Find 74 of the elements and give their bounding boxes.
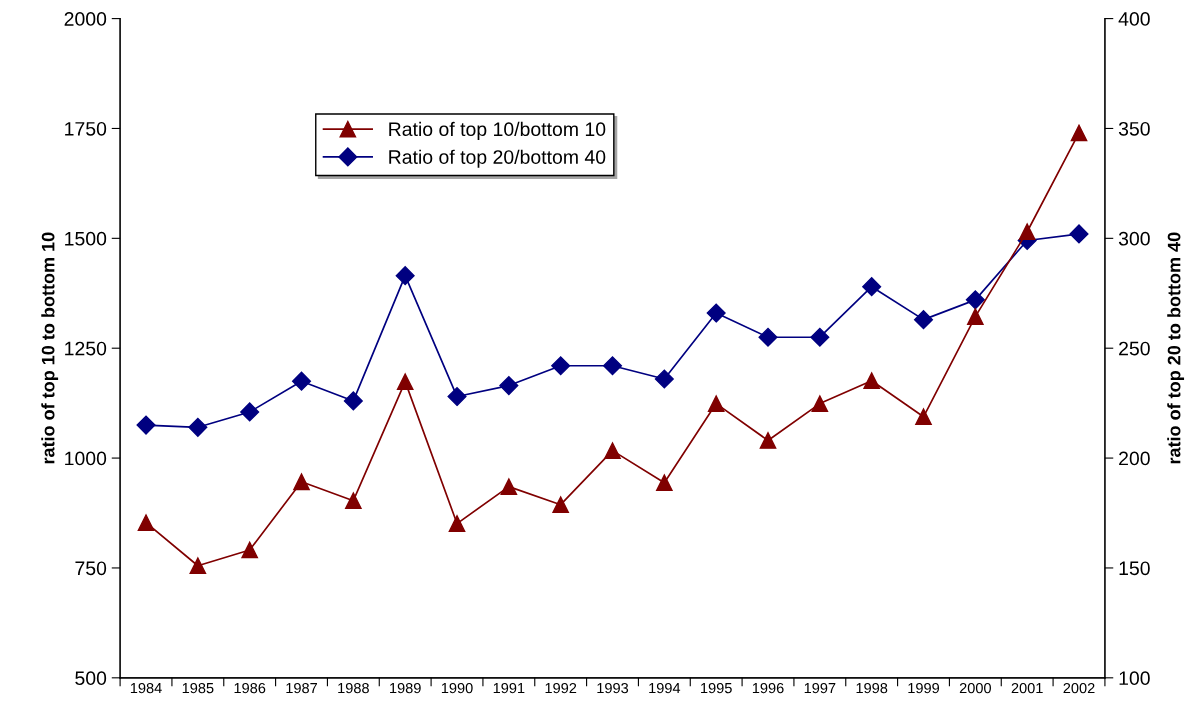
point (654, 369, 674, 389)
point (447, 387, 467, 407)
y2-tick-label: 200 (1119, 451, 1150, 466)
point (343, 391, 363, 411)
x-tick-label: 1995 (701, 682, 732, 694)
point (499, 376, 519, 396)
x-tick-label: 1990 (441, 682, 473, 694)
point (602, 356, 623, 376)
point (448, 515, 466, 532)
x-tick-label: 1984 (130, 682, 162, 694)
point (965, 290, 985, 310)
x-tick-label: 2000 (959, 682, 991, 694)
point (706, 303, 726, 323)
point (1070, 124, 1088, 142)
x-tick-label: 1999 (908, 682, 940, 694)
point (396, 373, 414, 390)
x-tick-label: 2002 (1063, 682, 1095, 694)
legend-label: Ratio of top 20/bottom 40 (389, 149, 606, 168)
point (656, 474, 673, 492)
y-tick-label: 1250 (65, 341, 107, 356)
y-tick-label: 1750 (65, 121, 107, 136)
point (189, 557, 207, 575)
y2-tick-label: 100 (1119, 671, 1150, 686)
point (241, 541, 259, 559)
point (604, 442, 621, 459)
x-tick-label: 1992 (545, 682, 577, 694)
legend-label: Ratio of top 10/bottom 10 (389, 121, 606, 140)
y2-tick-label: 350 (1118, 121, 1150, 136)
x-tick-label: 1991 (493, 682, 525, 694)
x-tick-label: 1985 (182, 682, 214, 694)
x-tick-label: 1994 (649, 682, 681, 694)
y-tick-label: 500 (75, 671, 107, 686)
point (552, 496, 570, 513)
point (240, 402, 260, 422)
y-tick-label: 1500 (65, 231, 107, 246)
point (136, 415, 156, 435)
point (291, 371, 312, 391)
y2-tick-label: 300 (1118, 231, 1150, 246)
point (1069, 224, 1089, 244)
point (395, 266, 415, 286)
y2-tick-label: 250 (1119, 341, 1150, 356)
x-tick-label: 1987 (286, 682, 317, 694)
point (810, 327, 830, 347)
point (759, 432, 777, 449)
point (551, 356, 571, 376)
y2-tick-label: 150 (1119, 561, 1150, 576)
point (863, 372, 881, 390)
x-tick-label: 1989 (390, 682, 421, 694)
x-tick-label: 1988 (338, 682, 369, 694)
point (1018, 223, 1036, 241)
x-tick-label: 2001 (1011, 682, 1043, 694)
y2-axis-title: ratio of top 20 to bottom 40 (1167, 232, 1185, 464)
x-tick-label: 1997 (804, 682, 836, 694)
x-tick-label: 1998 (856, 682, 888, 694)
y-axis-title: ratio of top 10 to bottom 10 (41, 232, 59, 464)
point (345, 492, 362, 510)
point (967, 308, 984, 325)
point (188, 417, 208, 437)
point (758, 327, 778, 347)
x-tick-label: 1986 (234, 682, 266, 694)
point (811, 395, 829, 412)
y-tick-label: 2000 (64, 12, 107, 26)
point (862, 277, 882, 297)
x-tick-label: 1996 (752, 682, 784, 694)
y-tick-label: 750 (75, 561, 107, 576)
point (913, 310, 934, 330)
point (915, 408, 932, 426)
x-tick-label: 1993 (597, 682, 629, 694)
point (500, 478, 518, 495)
y2-tick-label: 400 (1118, 12, 1150, 26)
point (137, 514, 155, 532)
y-tick-label: 1000 (65, 451, 107, 466)
point (707, 395, 725, 412)
point (293, 473, 310, 491)
